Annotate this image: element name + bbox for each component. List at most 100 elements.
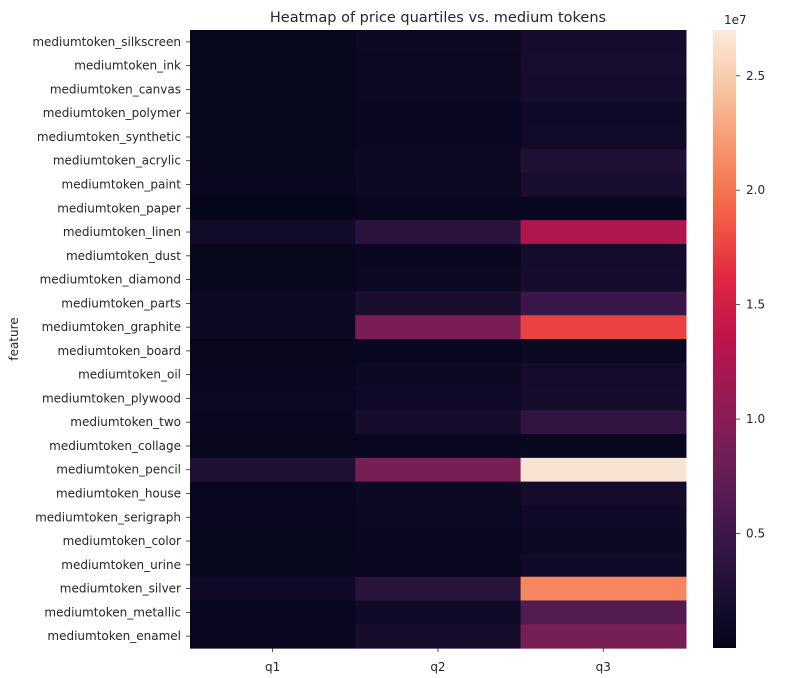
row-label: mediumtoken_pencil [56,463,181,477]
heatmap-cell [355,291,522,316]
heatmap-cell [190,148,356,174]
row-label: mediumtoken_paper [57,201,181,215]
heatmap-cell [520,53,687,79]
row-label: mediumtoken_acrylic [53,154,181,168]
heatmap-cell [190,576,356,602]
colorbar-tick-label: 1.0 [746,412,765,426]
row-label: mediumtoken_house [56,487,181,501]
heatmap-cell [520,101,687,126]
row-label: mediumtoken_collage [49,439,181,453]
heatmap-cell [190,125,356,150]
row-label: mediumtoken_enamel [47,629,181,643]
heatmap-cell [190,30,356,55]
heatmap-cell [190,267,356,293]
heatmap-cell [520,339,687,364]
row-label: mediumtoken_parts [61,296,181,310]
heatmap-cells [190,30,687,649]
heatmap-cell [190,53,356,79]
heatmap-cell [355,125,522,150]
column-label: q2 [430,660,445,674]
heatmap-cell [520,481,687,506]
row-label: mediumtoken_silver [60,582,181,596]
heatmap-cell [520,624,687,649]
row-label: mediumtoken_synthetic [37,130,181,144]
heatmap-cell [520,410,687,435]
heatmap-cell [355,386,522,411]
row-label: mediumtoken_metallic [44,605,181,619]
column-label: q3 [596,660,611,674]
heatmap-cell [355,624,522,649]
column-labels: q1 q2 q3 [265,648,611,674]
row-label: mediumtoken_ink [74,59,181,73]
heatmap-cell [355,30,522,55]
heatmap-cell [355,53,522,79]
heatmap-cell [355,339,522,364]
colorbar-ticks: 0.5 1.0 1.5 2.0 2.5 [736,69,765,541]
row-label: mediumtoken_polymer [43,106,181,120]
heatmap-cell [520,220,687,245]
heatmap-cell [355,434,522,459]
row-label: mediumtoken_dust [66,249,181,263]
heatmap-cell [190,410,356,435]
heatmap-cell [190,529,356,554]
heatmap-cell [355,315,522,340]
heatmap-cell [190,457,356,483]
row-label: mediumtoken_oil [78,368,181,382]
row-label: mediumtoken_board [57,344,181,358]
heatmap-cell [520,172,687,197]
heatmap-cell [190,77,356,102]
heatmap-cell [520,434,687,459]
row-label: mediumtoken_paint [62,178,182,192]
heatmap-cell [190,624,356,649]
chart-title: Heatmap of price quartiles vs. medium to… [270,10,606,26]
row-label: mediumtoken_graphite [42,320,181,334]
colorbar [713,30,736,648]
column-label: q1 [265,660,280,674]
row-label: mediumtoken_plywood [42,391,181,405]
heatmap-cell [520,30,687,55]
heatmap-cell [520,576,687,602]
colorbar-tick-label: 2.0 [746,183,765,197]
row-label: mediumtoken_color [63,534,181,548]
heatmap-cell [520,315,687,340]
colorbar-offset-label: 1e7 [724,13,747,27]
heatmap-cell [190,505,356,530]
y-axis-label: feature [7,317,21,360]
heatmap-cell [190,243,356,269]
heatmap-cell [520,457,687,483]
heatmap-cell [190,101,356,126]
heatmap-cell [520,148,687,174]
heatmap-cell [520,196,687,221]
heatmap-cell [355,529,522,554]
heatmap-cell [520,600,687,625]
heatmap-cell [520,505,687,530]
heatmap-cell [190,481,356,506]
heatmap-cell [190,386,356,411]
heatmap-cell [355,101,522,126]
heatmap-cell [190,339,356,364]
row-label: mediumtoken_canvas [50,82,181,96]
row-label: mediumtoken_silkscreen [32,35,181,49]
heatmap-cell [355,267,522,293]
heatmap-cell [355,457,522,483]
heatmap-cell [190,552,356,578]
heatmap-cell [355,505,522,530]
heatmap-cell [355,552,522,578]
heatmap-cell [520,125,687,150]
row-label: mediumtoken_serigraph [35,510,181,524]
heatmap-cell [190,172,356,197]
heatmap-cell [355,362,522,388]
heatmap-cell [520,77,687,102]
heatmap-cell [355,481,522,506]
heatmap-cell [355,196,522,221]
heatmap-cell [355,576,522,602]
heatmap-cell [190,196,356,221]
row-label: mediumtoken_two [70,415,181,429]
heatmap-cell [355,410,522,435]
colorbar-tick-label: 0.5 [746,527,765,541]
heatmap-cell [190,291,356,316]
heatmap-cell [190,434,356,459]
heatmap-cell [190,220,356,245]
heatmap-cell [190,362,356,388]
